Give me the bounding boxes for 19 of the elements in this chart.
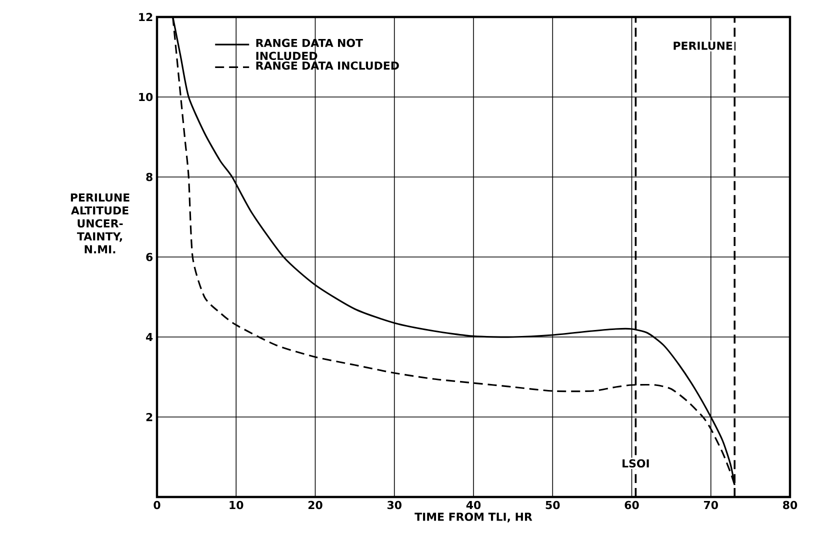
- x-axis-title: TIME FROM TLI, HR: [414, 512, 532, 522]
- x-tick-label: 40: [466, 500, 481, 510]
- x-tick-label: 30: [387, 500, 402, 510]
- x-tick-label: 0: [154, 500, 160, 510]
- x-tick-label: 60: [624, 500, 639, 510]
- y-tick-label: 6: [146, 252, 153, 262]
- x-tick-label: 20: [308, 500, 322, 510]
- x-tick-label: 80: [783, 500, 798, 510]
- ref-line-label: LSOI: [622, 459, 649, 468]
- x-tick-label: 50: [546, 500, 560, 510]
- y-tick-label: 4: [146, 333, 153, 341]
- y-tick-label: 2: [146, 412, 152, 422]
- y-tick-label: 12: [139, 12, 152, 22]
- y-tick-label: 10: [139, 92, 153, 102]
- y-axis-title: PERILUNE ALTITUDE UNCER-TAINTY, N.MI.: [70, 194, 130, 254]
- ref-line-label: PERILUNE: [674, 42, 732, 50]
- x-tick-label: 10: [230, 500, 244, 510]
- x-tick-label: 70: [704, 500, 718, 510]
- y-tick-label: 8: [146, 172, 152, 182]
